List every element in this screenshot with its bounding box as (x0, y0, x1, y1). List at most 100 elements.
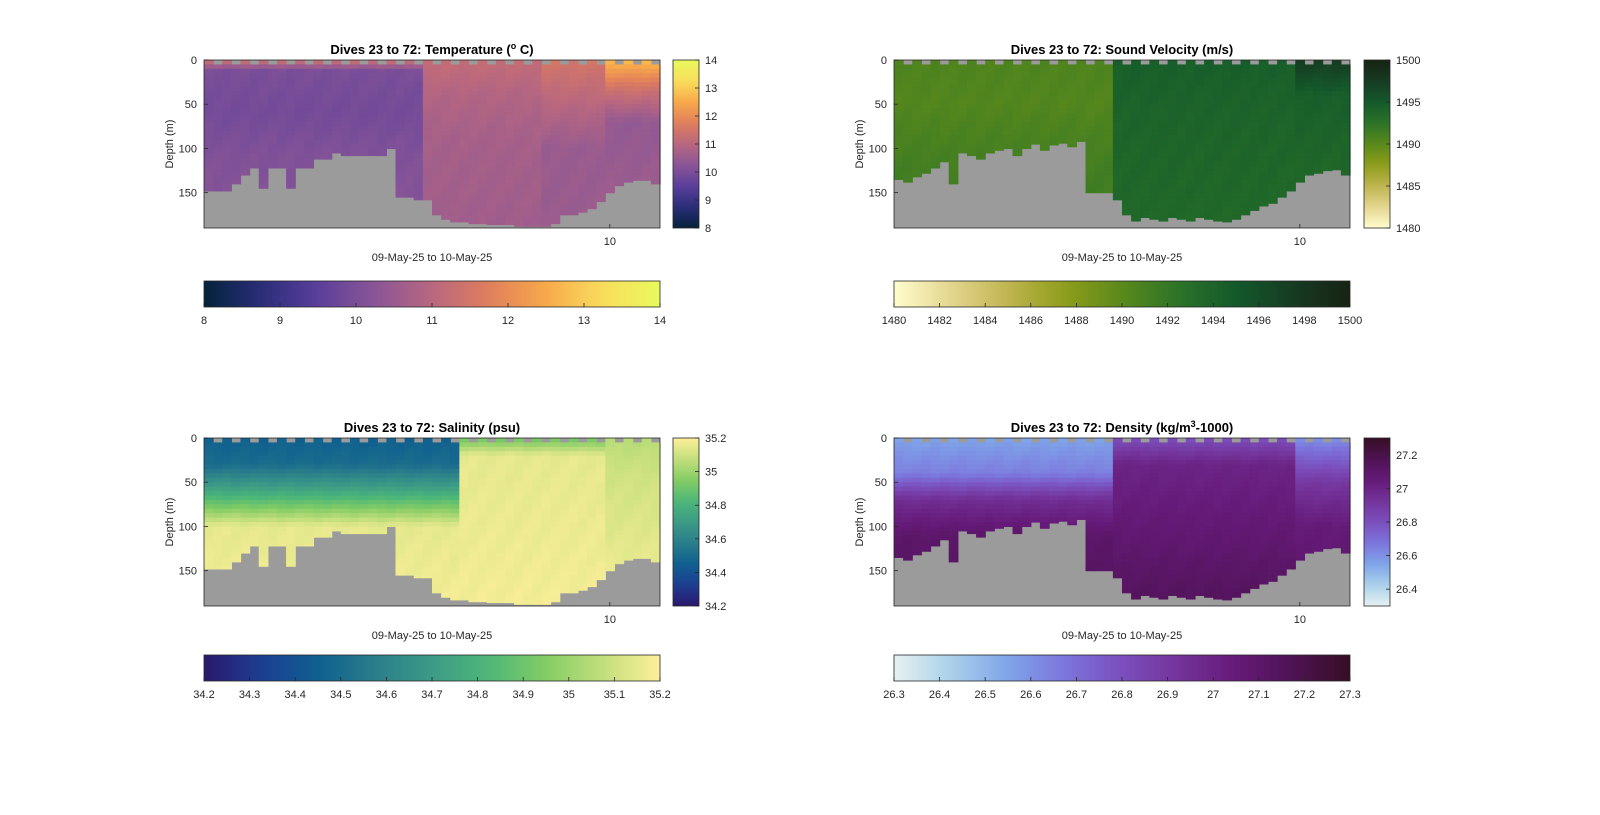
data-cell (1039, 468, 1050, 474)
data-cell (632, 552, 643, 558)
data-cell (1213, 126, 1223, 132)
data-cell (441, 117, 451, 123)
data-cell (1267, 188, 1278, 194)
data-cell (568, 491, 579, 497)
data-cell (1240, 130, 1251, 136)
data-cell (568, 508, 579, 514)
data-cell (948, 166, 959, 172)
data-cell (1058, 90, 1068, 96)
data-cell (486, 513, 497, 519)
data-cell (577, 73, 588, 79)
data-cell (894, 530, 904, 536)
data-cell (304, 504, 315, 510)
data-cell (404, 95, 415, 101)
data-cell (550, 504, 561, 510)
data-cell (894, 517, 904, 523)
data-cell (939, 113, 950, 119)
data-cell (1049, 486, 1059, 492)
data-cell (550, 104, 561, 110)
data-cell (1067, 82, 1077, 88)
data-cell (495, 552, 506, 558)
data-cell (1258, 188, 1269, 194)
data-cell (395, 486, 406, 492)
data-cell (1194, 90, 1205, 96)
data-cell (523, 535, 533, 541)
data-cell (1012, 451, 1023, 457)
data-cell (514, 544, 524, 550)
data-cell (1158, 166, 1169, 172)
data-cell (541, 86, 552, 92)
data-cell (1313, 113, 1324, 119)
data-cell (1222, 86, 1233, 92)
data-cell (432, 464, 442, 470)
data-cell (1204, 121, 1214, 127)
data-cell (1112, 108, 1123, 114)
data-cell (459, 438, 470, 444)
data-cell (559, 197, 570, 203)
data-cell (894, 468, 904, 474)
data-cell (1076, 438, 1087, 444)
data-cell (204, 495, 214, 501)
data-cell (459, 539, 470, 545)
data-cell (331, 126, 342, 132)
data-cell (514, 535, 524, 541)
data-cell (596, 473, 606, 479)
horizontal-colorbar-tick-label: 1486 (1019, 315, 1043, 327)
data-cell (1049, 86, 1059, 92)
data-cell (994, 135, 1005, 141)
data-cell (641, 90, 652, 96)
data-cell (957, 135, 968, 141)
data-cell (1340, 117, 1351, 123)
data-cell (1340, 170, 1351, 176)
data-cell (413, 539, 424, 545)
data-cell (276, 126, 287, 132)
data-cell (504, 561, 515, 567)
data-cell (432, 113, 442, 119)
horizontal-colorbar-tick-label: 12 (502, 315, 514, 327)
data-cell (605, 183, 615, 189)
data-cell (1286, 126, 1296, 132)
data-cell (523, 82, 533, 88)
data-cell (349, 139, 360, 145)
data-cell (1103, 68, 1114, 74)
data-cell (1176, 201, 1187, 207)
data-cell (331, 508, 342, 514)
data-cell (213, 455, 223, 461)
data-cell (1158, 179, 1169, 185)
data-cell (340, 530, 351, 535)
data-cell (976, 135, 986, 141)
data-cell (486, 86, 497, 92)
data-cell (222, 77, 232, 83)
data-cell (322, 504, 333, 510)
data-cell (985, 113, 995, 119)
data-cell (441, 166, 451, 172)
data-cell (1194, 108, 1205, 114)
data-cell (994, 130, 1005, 136)
data-cell (1213, 121, 1223, 127)
data-cell (1049, 482, 1059, 488)
data-cell (577, 64, 588, 70)
data-cell (1058, 73, 1068, 79)
data-cell (614, 108, 625, 114)
data-cell (939, 508, 950, 514)
data-cell (1222, 139, 1233, 145)
data-cell (286, 464, 296, 470)
data-cell (231, 174, 242, 180)
data-cell (1267, 192, 1278, 198)
data-cell (1204, 86, 1214, 92)
axes-box (203, 437, 661, 607)
data-cell (921, 477, 932, 483)
data-cell (894, 95, 904, 101)
data-cell (1304, 108, 1315, 114)
data-cell (459, 86, 470, 92)
data-cell (1313, 60, 1324, 66)
right-colorbar-tick-label: 1500 (1396, 55, 1420, 67)
data-cell (331, 499, 342, 505)
data-cell (623, 446, 634, 452)
data-cell (450, 451, 460, 457)
data-cell (577, 126, 588, 132)
data-cell (894, 139, 904, 145)
data-cell (614, 73, 625, 79)
data-cell (1030, 491, 1041, 497)
data-cell (623, 442, 634, 448)
